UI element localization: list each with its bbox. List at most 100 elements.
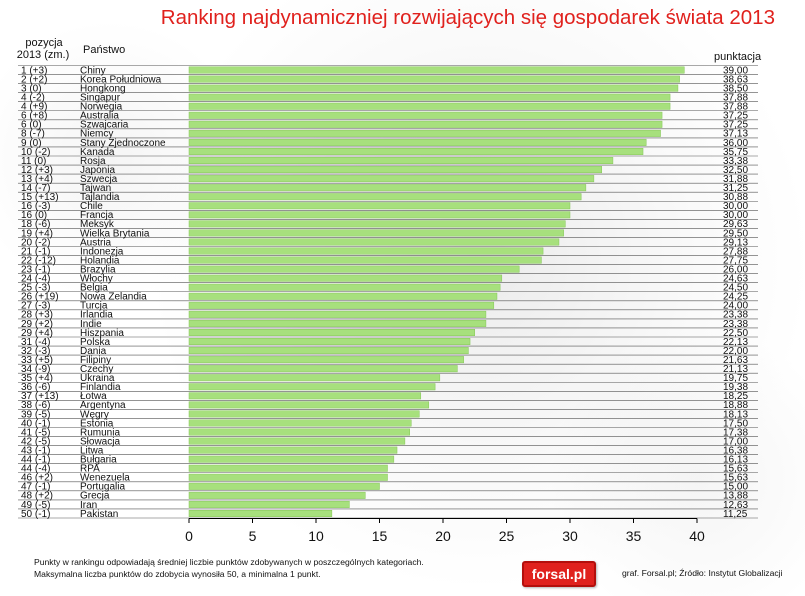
bar — [188, 500, 350, 508]
position-label: 11 (0) — [21, 156, 46, 167]
position-label: 12 (+3) — [21, 165, 53, 176]
country-label: Wielka Brytania — [80, 228, 150, 239]
position-label: 38 (-6) — [21, 400, 50, 411]
country-label: Szwajcaria — [80, 120, 129, 131]
bar — [188, 120, 663, 128]
country-label: Wenezuela — [80, 473, 130, 484]
position-label: 34 (-9) — [21, 364, 50, 375]
country-label: Kanada — [80, 147, 115, 158]
score-label: 23,38 — [723, 319, 748, 330]
position-label: 41 (-5) — [21, 427, 50, 438]
bar — [188, 419, 412, 427]
score-label: 26,00 — [723, 264, 748, 275]
country-label: Pakistan — [80, 509, 118, 520]
score-label: 16,38 — [723, 445, 748, 456]
position-label: 43 (-1) — [21, 445, 50, 456]
bar — [188, 446, 398, 454]
country-label: Australia — [80, 111, 119, 122]
bar — [188, 148, 644, 155]
score-label: 24,63 — [723, 274, 748, 285]
bar — [188, 211, 571, 219]
country-label: Korea Południowa — [80, 74, 162, 85]
country-label: Chile — [80, 201, 103, 212]
position-label: 2 (+2) — [21, 74, 47, 85]
footnote-line-1: Punkty w rankingu odpowiadają średniej l… — [34, 557, 424, 567]
score-label: 19,38 — [723, 382, 748, 393]
country-label: Argentyna — [80, 400, 126, 411]
score-label: 22,50 — [723, 328, 748, 339]
score-label: 27,75 — [723, 255, 748, 266]
bar — [188, 437, 406, 445]
bar — [188, 220, 566, 228]
country-label: Holandia — [80, 255, 120, 266]
position-label: 44 (-4) — [21, 464, 50, 475]
bar — [188, 202, 571, 210]
score-label: 37,25 — [723, 120, 748, 131]
score-label: 39,00 — [723, 65, 748, 76]
position-label: 27 (-3) — [21, 301, 50, 312]
country-label: Filipiny — [80, 355, 111, 366]
country-label: Japonia — [80, 165, 115, 176]
position-label: 1 (+3) — [21, 65, 47, 76]
bar — [188, 310, 487, 318]
position-label: 33 (+5) — [21, 355, 53, 366]
score-label: 24,00 — [723, 301, 748, 312]
score-label: 18,25 — [723, 391, 748, 402]
score-label: 18,88 — [723, 400, 748, 411]
country-label: Meksyk — [80, 219, 115, 230]
country-label: Słowacja — [80, 436, 120, 447]
x-tick-label: 25 — [499, 528, 515, 544]
bar — [188, 229, 564, 237]
country-label: Polska — [80, 337, 110, 348]
position-label: 46 (+2) — [21, 473, 53, 484]
bar — [188, 482, 380, 490]
position-label: 19 (+4) — [21, 228, 53, 239]
bar — [188, 193, 582, 201]
score-label: 13,88 — [723, 491, 748, 502]
x-tick-label: 35 — [626, 528, 642, 544]
country-label: Norwegia — [80, 102, 123, 113]
country-label: RPA — [80, 464, 100, 475]
score-label: 24,25 — [723, 292, 748, 303]
country-label: Hiszpania — [80, 328, 124, 339]
score-label: 30,88 — [723, 192, 748, 203]
position-label: 14 (-7) — [21, 183, 50, 194]
bar — [188, 319, 487, 327]
score-label: 15,63 — [723, 464, 748, 475]
bar — [188, 455, 395, 463]
score-label: 15,63 — [723, 473, 748, 484]
country-label: Estonia — [80, 418, 114, 429]
country-label: Dania — [80, 346, 107, 357]
score-label: 19,75 — [723, 373, 748, 384]
bar — [188, 491, 366, 499]
bar — [188, 301, 495, 309]
score-label: 37,13 — [723, 129, 748, 140]
position-label: 50 (-1) — [21, 509, 50, 520]
score-label: 27,88 — [723, 246, 748, 257]
bar — [188, 256, 542, 264]
country-label: Włochy — [80, 274, 113, 285]
country-label: Szwecja — [80, 174, 118, 185]
source-credit: graf. Forsal.pl; Źródło: Instytut Global… — [622, 568, 783, 578]
position-label: 39 (-5) — [21, 409, 50, 420]
chart-title: Ranking najdynamiczniej rozwijających si… — [160, 6, 775, 29]
country-label: Łotwa — [80, 391, 107, 402]
bar — [188, 247, 544, 255]
country-label: Czechy — [80, 364, 113, 375]
score-label: 37,88 — [723, 102, 748, 113]
bar — [188, 166, 602, 174]
position-label: 31 (-4) — [21, 337, 50, 348]
score-label: 31,88 — [723, 174, 748, 185]
position-label: 35 (+4) — [21, 373, 53, 384]
bar — [188, 365, 458, 373]
country-label: Bułgaria — [80, 455, 117, 466]
score-label: 29,13 — [723, 237, 748, 248]
x-tick-label: 5 — [249, 528, 257, 544]
score-label: 21,13 — [723, 364, 748, 375]
score-label: 35,75 — [723, 147, 748, 158]
bar — [188, 338, 471, 345]
bar — [188, 138, 647, 146]
country-label: Singapur — [80, 93, 121, 104]
country-label: Rosja — [80, 156, 106, 167]
position-label: 26 (+19) — [21, 292, 59, 303]
